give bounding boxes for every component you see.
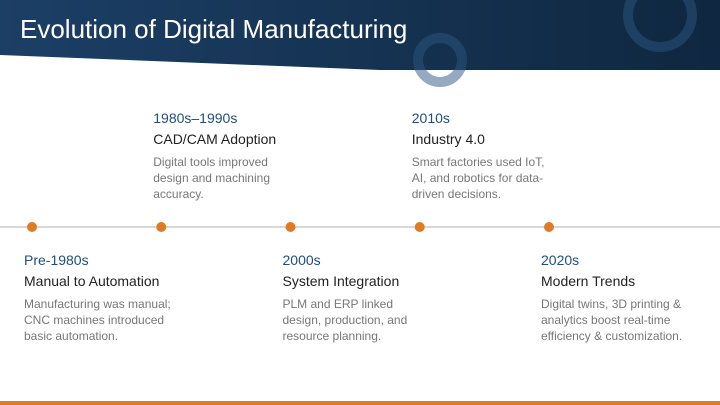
timeline-dot	[414, 222, 425, 232]
item-description: AI, and robotics for data-	[411, 171, 544, 185]
timeline-dot	[544, 222, 554, 232]
timeline-dot	[156, 222, 167, 232]
period-label: 1980s–1990s	[153, 110, 238, 126]
item-description: Smart factories used IoT,	[411, 155, 545, 169]
item-description: driven decisions.	[411, 187, 502, 201]
item-description: PLM and ERP linked	[282, 297, 394, 311]
item-heading: CAD/CAM Adoption	[153, 131, 277, 147]
item-heading: Modern Trends	[541, 273, 636, 289]
footer-bar	[0, 401, 720, 405]
period-label: 2000s	[282, 252, 321, 268]
header-band	[0, 0, 720, 70]
period-label: 2020s	[541, 252, 580, 268]
item-description: CNC machines introduced	[24, 313, 165, 327]
timeline-dot	[27, 222, 37, 232]
gear-decoration	[413, 0, 697, 87]
period-label: 2010s	[411, 110, 450, 126]
item-description: accuracy.	[153, 187, 204, 201]
item-heading: Industry 4.0	[411, 131, 485, 147]
item-description: basic automation.	[24, 329, 119, 343]
item-description: Manufacturing was manual;	[24, 297, 171, 311]
item-description: design, production, and	[282, 313, 408, 327]
item-description: Digital twins, 3D printing &	[541, 297, 682, 311]
timeline-dot	[285, 222, 296, 232]
item-heading: System Integration	[282, 273, 400, 289]
item-description: Digital tools improved	[153, 155, 268, 169]
slide-title: Evolution of Digital Manufacturing	[20, 14, 408, 44]
item-heading: Manual to Automation	[24, 273, 160, 289]
period-label: Pre-1980s	[24, 252, 89, 268]
item-description: efficiency & customization.	[541, 329, 683, 343]
item-description: resource planning.	[282, 329, 382, 343]
item-description: analytics boost real-time	[541, 313, 671, 327]
item-description: design and machining	[153, 171, 270, 185]
